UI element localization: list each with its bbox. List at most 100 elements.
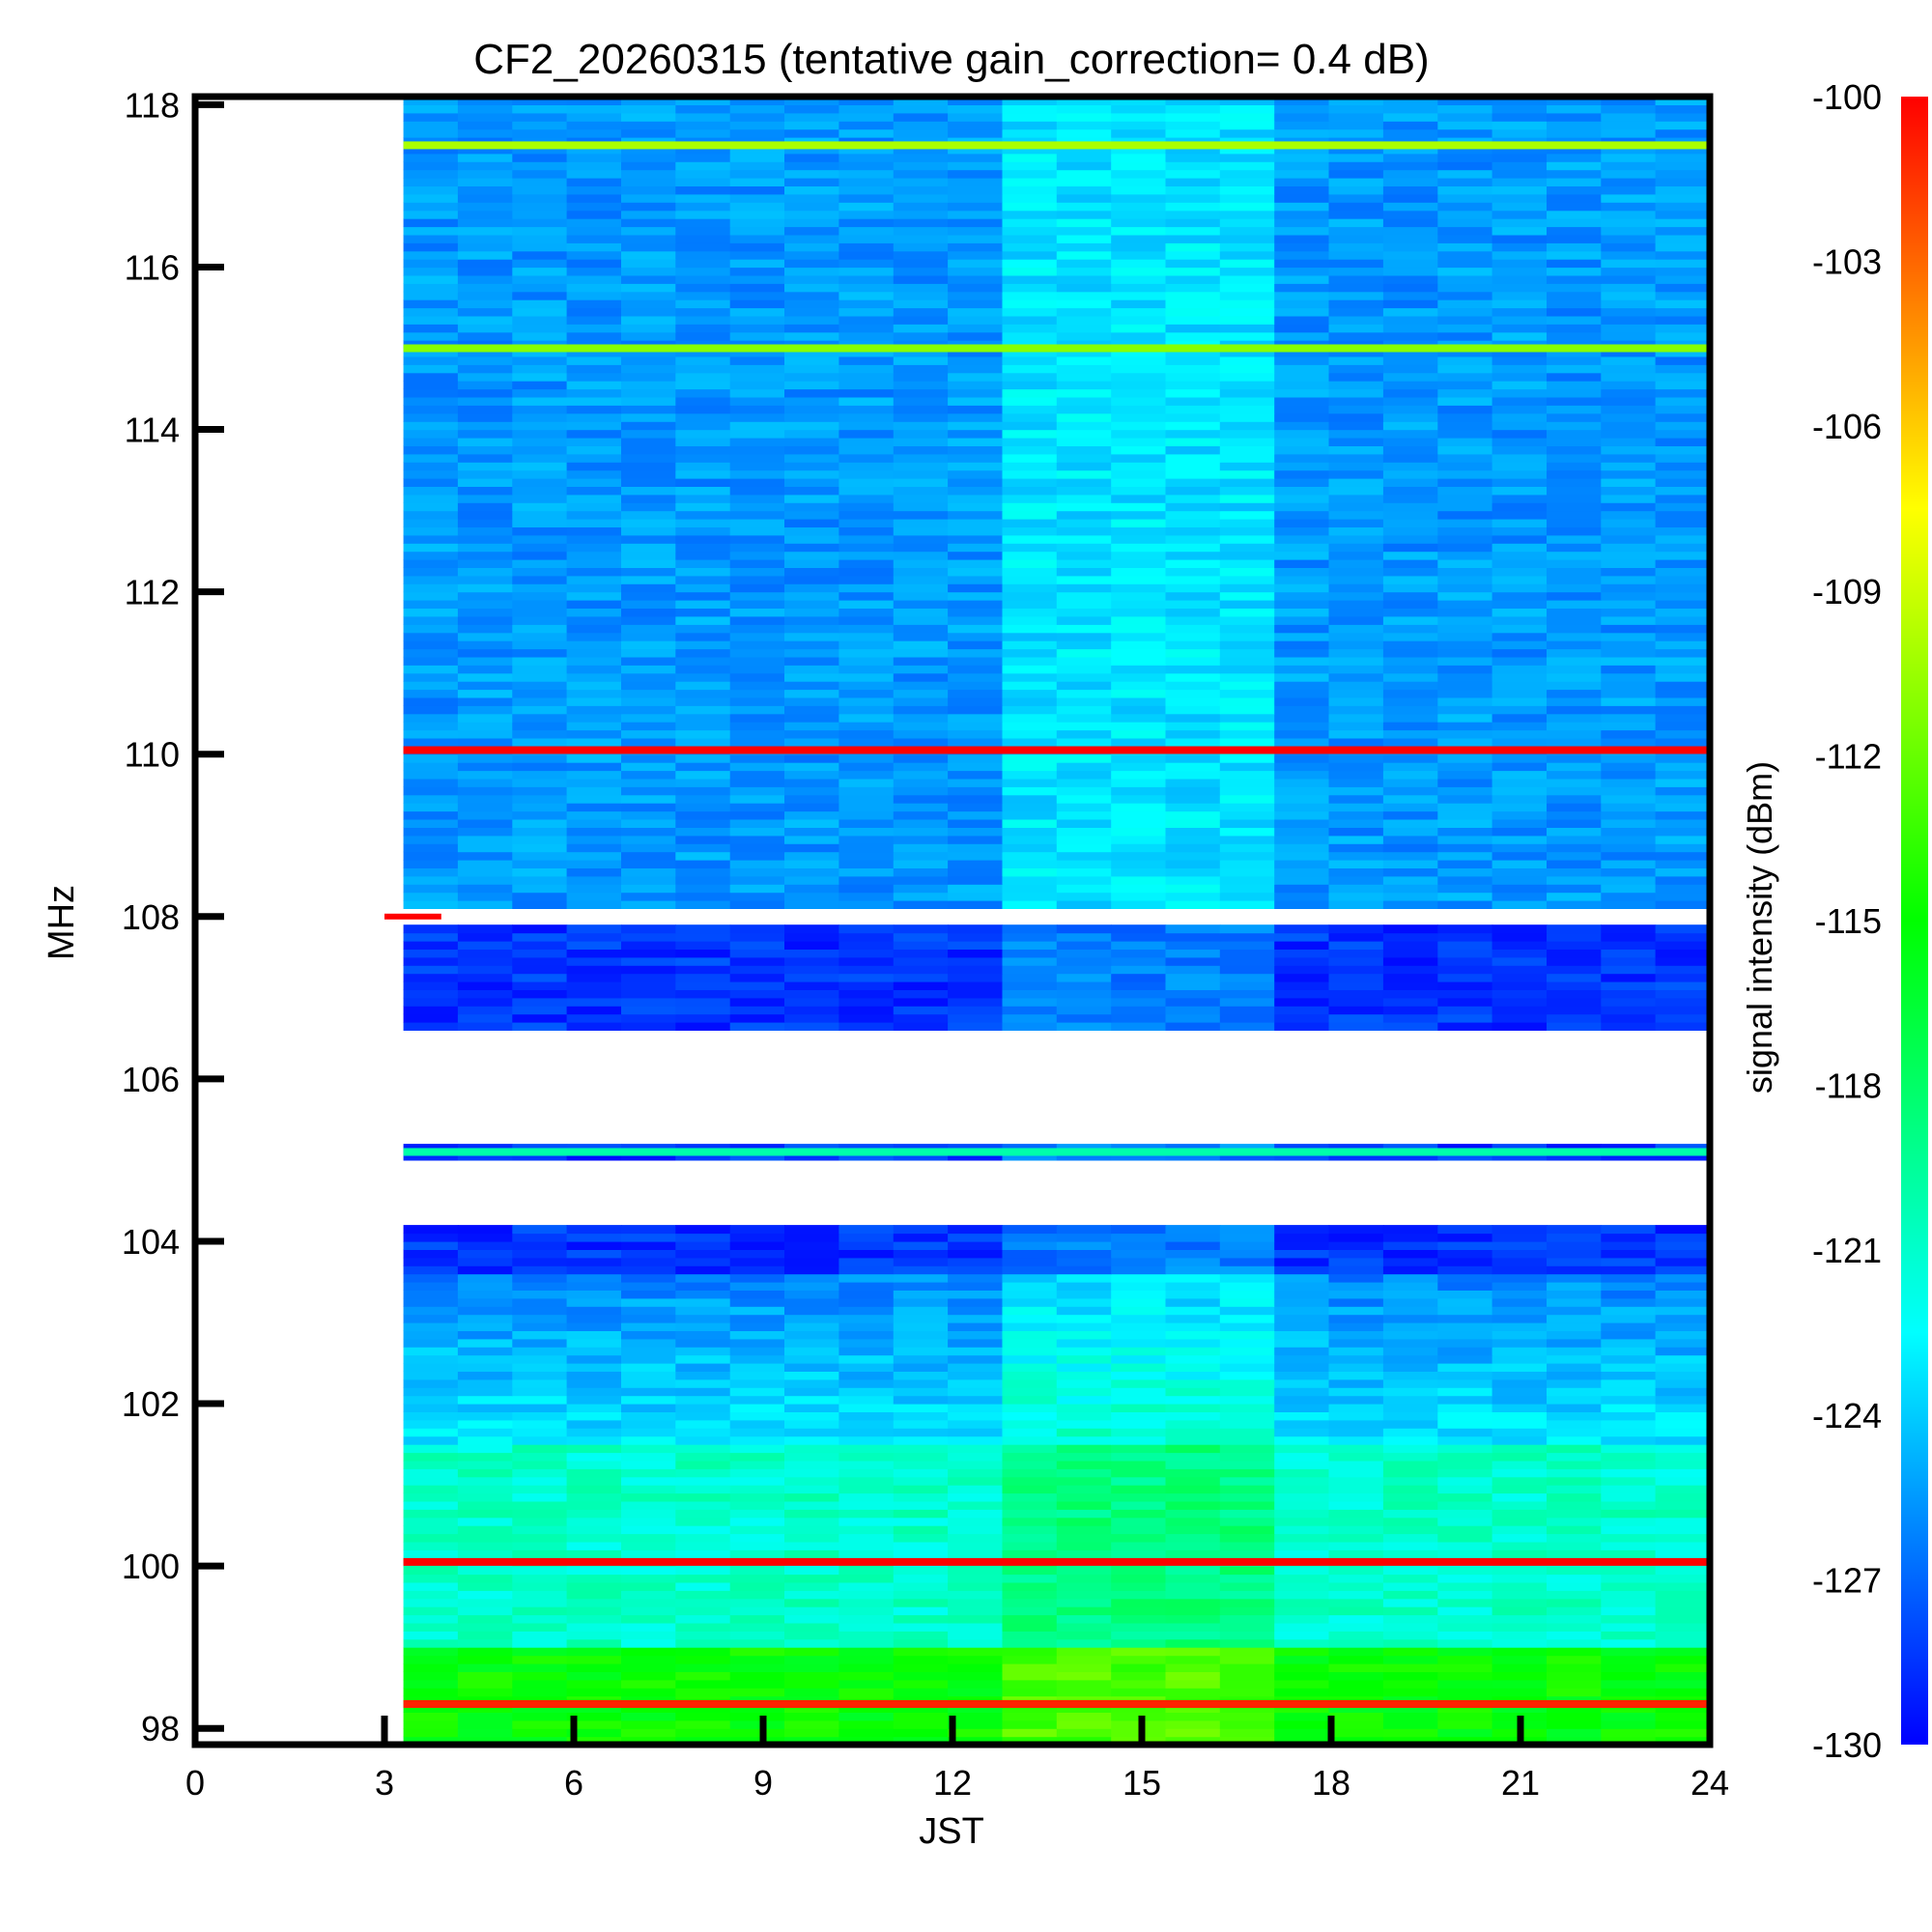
heatmap-cell	[1165, 405, 1221, 414]
heatmap-cell	[1655, 1435, 1710, 1445]
heatmap-cell	[1219, 283, 1275, 293]
heatmap-cell	[784, 396, 839, 406]
heatmap-cell	[1002, 104, 1058, 114]
heatmap-cell	[1328, 178, 1384, 186]
heatmap-cell	[893, 178, 949, 186]
heatmap-cell	[1382, 1378, 1438, 1388]
heatmap-cell	[457, 396, 513, 406]
heatmap-cell	[403, 705, 459, 715]
heatmap-cell	[566, 502, 622, 512]
heatmap-cell	[1437, 104, 1493, 114]
heatmap-cell	[1274, 559, 1330, 568]
heatmap-cell	[838, 169, 895, 179]
heatmap-cell	[1002, 941, 1058, 950]
heatmap-cell	[1165, 1022, 1221, 1031]
heatmap-cell	[784, 770, 839, 780]
heatmap-cell	[403, 665, 459, 674]
heatmap-cell	[784, 794, 839, 804]
heatmap-cell	[1219, 429, 1275, 439]
heatmap-cell	[1056, 819, 1112, 828]
heatmap-cell	[675, 534, 731, 544]
heatmap-cell	[784, 1151, 839, 1161]
heatmap-cell	[403, 1378, 459, 1388]
heatmap-cell	[838, 145, 895, 155]
heatmap-cell	[729, 1671, 785, 1681]
heatmap-cell	[1056, 1500, 1112, 1510]
heatmap-cell	[729, 770, 785, 780]
heatmap-cell	[729, 462, 785, 471]
heatmap-cell	[838, 1541, 895, 1550]
heatmap-cell	[1547, 786, 1602, 796]
heatmap-cell	[675, 1411, 731, 1421]
heatmap-cell	[566, 981, 622, 990]
heatmap-cell	[1111, 884, 1167, 894]
heatmap-cell	[838, 1728, 895, 1738]
heatmap-cell	[1601, 632, 1657, 641]
heatmap-cell	[784, 1233, 839, 1242]
heatmap-cell	[784, 1566, 839, 1576]
heatmap-cell	[1165, 1363, 1221, 1372]
heatmap-cell	[948, 364, 1004, 374]
heatmap-cell	[1111, 1282, 1167, 1291]
heatmap-cell	[1002, 1265, 1058, 1275]
heatmap-cell	[1437, 1614, 1493, 1624]
heatmap-cell	[893, 202, 949, 212]
heatmap-cell	[1547, 274, 1602, 284]
heatmap-cell	[1219, 1395, 1275, 1405]
heatmap-cell	[1601, 1509, 1657, 1519]
heatmap-cell	[1601, 1574, 1657, 1583]
heatmap-cell	[1056, 956, 1112, 966]
heatmap-cell	[1002, 462, 1058, 471]
heatmap-cell	[566, 381, 622, 390]
heatmap-cell	[1111, 956, 1167, 966]
heatmap-cell	[1219, 438, 1275, 446]
heatmap-cell	[566, 153, 622, 162]
heatmap-cell	[1274, 1347, 1330, 1356]
heatmap-cell	[621, 1395, 676, 1405]
heatmap-cell	[1437, 364, 1493, 374]
heatmap-cell	[1601, 600, 1657, 609]
heatmap-cell	[1492, 355, 1548, 365]
heatmap-cell	[1056, 843, 1112, 853]
heatmap-cell	[729, 1500, 785, 1510]
heatmap-cell	[1492, 153, 1548, 162]
heatmap-cell	[729, 1566, 785, 1576]
heatmap-cell	[621, 355, 676, 365]
heatmap-cell	[621, 632, 676, 641]
heatmap-cell	[1492, 770, 1548, 780]
heatmap-cell	[784, 981, 839, 990]
heatmap-cell	[512, 753, 568, 763]
heatmap-cell	[1437, 1525, 1493, 1535]
heatmap-cell	[893, 324, 949, 333]
y-tick-label: 110	[125, 735, 180, 775]
heatmap-cell	[1219, 1460, 1275, 1469]
heatmap-cell	[457, 486, 513, 496]
heatmap-cell	[1547, 1013, 1602, 1023]
heatmap-cell	[1002, 1428, 1058, 1437]
heatmap-cell	[784, 1663, 839, 1672]
heatmap-cell	[1655, 1712, 1710, 1721]
heatmap-cell	[1002, 722, 1058, 731]
heatmap-cell	[1492, 729, 1548, 739]
red-marker-108	[384, 913, 441, 920]
heatmap-cell	[1111, 242, 1167, 252]
heatmap-cell	[1056, 1290, 1112, 1299]
heatmap-cell	[675, 202, 731, 212]
heatmap-cell	[403, 583, 459, 593]
heatmap-cell	[1002, 1151, 1058, 1161]
heatmap-cell	[784, 315, 839, 325]
heatmap-cell	[1601, 1338, 1657, 1348]
heatmap-cell	[1547, 1509, 1602, 1519]
heatmap-cell	[893, 1468, 949, 1478]
heatmap-cell	[1274, 259, 1330, 269]
heatmap-cell	[1601, 1273, 1657, 1283]
heatmap-cell	[838, 1598, 895, 1607]
heatmap-cell	[1328, 145, 1384, 155]
heatmap-cell	[1547, 1647, 1602, 1657]
heatmap-cell	[621, 178, 676, 186]
heatmap-cell	[1111, 121, 1167, 130]
heatmap-cell	[1437, 267, 1493, 276]
heatmap-cell	[1002, 161, 1058, 171]
heatmap-cell	[1111, 1404, 1167, 1412]
heatmap-cell	[1382, 567, 1438, 577]
